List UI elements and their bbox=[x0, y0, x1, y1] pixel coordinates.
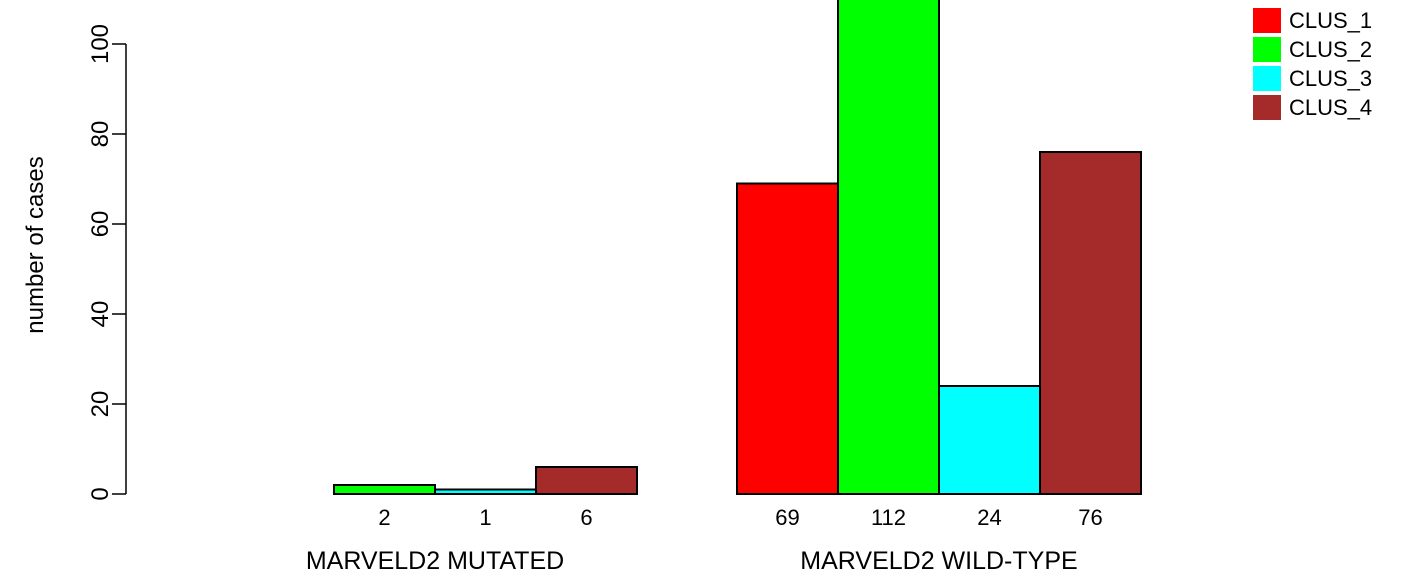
bar-clus-4 bbox=[535, 466, 638, 495]
group-label: MARVELD2 MUTATED bbox=[306, 547, 564, 575]
y-tick-label: 0 bbox=[87, 487, 114, 500]
legend-label: CLUS_3 bbox=[1289, 66, 1372, 91]
legend: CLUS_1 CLUS_2 CLUS_3 CLUS_4 bbox=[1253, 8, 1372, 120]
bar-clus-2 bbox=[837, 0, 940, 495]
bar-value-label: 24 bbox=[977, 505, 1001, 530]
legend-swatch bbox=[1253, 95, 1281, 120]
bars bbox=[333, 0, 1142, 495]
bar-value-label: 1 bbox=[479, 505, 491, 530]
y-tick-label: 60 bbox=[87, 211, 114, 238]
bar-value-label: 112 bbox=[871, 505, 906, 530]
y-tick-label: 20 bbox=[87, 391, 114, 418]
bar-clus-3 bbox=[938, 385, 1041, 495]
legend-swatch bbox=[1253, 66, 1281, 91]
legend-label: CLUS_1 bbox=[1289, 8, 1372, 33]
bar-value-label: 76 bbox=[1078, 505, 1102, 530]
value-labels: 2 1 6 69 112 24 76 bbox=[378, 505, 1102, 530]
bar-value-label: 69 bbox=[775, 505, 799, 530]
y-axis-label: number of cases bbox=[22, 156, 49, 333]
y-tick-label: 80 bbox=[87, 121, 114, 148]
y-tick-label: 40 bbox=[87, 301, 114, 328]
legend-swatch bbox=[1253, 8, 1281, 33]
group-labels: MARVELD2 MUTATED MARVELD2 WILD-TYPE bbox=[306, 547, 1078, 575]
legend-label: CLUS_4 bbox=[1289, 95, 1372, 120]
legend-swatch bbox=[1253, 37, 1281, 62]
bar-value-label: 2 bbox=[378, 505, 390, 530]
y-tick-label: 100 bbox=[87, 24, 114, 64]
bar-value-label: 6 bbox=[580, 505, 592, 530]
bar-clus-1 bbox=[736, 182, 839, 495]
group-label: MARVELD2 WILD-TYPE bbox=[800, 547, 1077, 575]
bar-clus-4 bbox=[1039, 151, 1142, 495]
bar-clus-2 bbox=[333, 484, 436, 495]
bar-clus-3 bbox=[434, 488, 537, 495]
y-axis: 0 20 40 60 80 100 bbox=[87, 24, 127, 501]
legend-label: CLUS_2 bbox=[1289, 37, 1372, 62]
